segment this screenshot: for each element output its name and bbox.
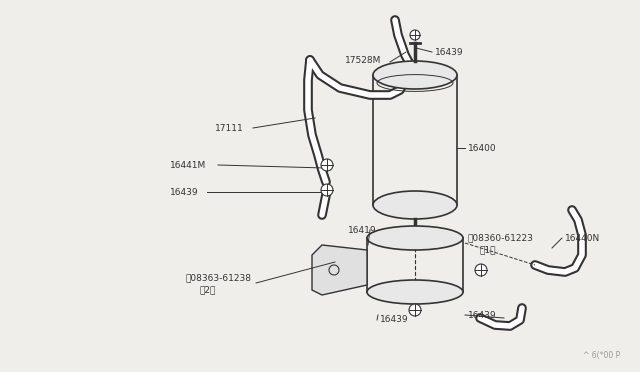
Text: 16419: 16419 (348, 225, 376, 234)
Ellipse shape (367, 280, 463, 304)
Circle shape (410, 30, 420, 40)
Text: 16439: 16439 (380, 315, 408, 324)
Text: 16441M: 16441M (170, 160, 206, 170)
Text: （1）: （1） (480, 246, 497, 254)
Circle shape (409, 304, 421, 316)
Ellipse shape (373, 191, 457, 219)
Circle shape (475, 264, 487, 276)
Text: （2）: （2） (200, 285, 216, 295)
Polygon shape (312, 245, 367, 295)
Ellipse shape (373, 61, 457, 89)
Text: 17111: 17111 (215, 124, 244, 132)
Text: 16400: 16400 (468, 144, 497, 153)
Text: Ⓜ08363-61238: Ⓜ08363-61238 (185, 273, 251, 282)
Text: 16439: 16439 (170, 187, 198, 196)
Text: ^ 6(*00 P: ^ 6(*00 P (583, 351, 620, 360)
Text: 16440N: 16440N (565, 234, 600, 243)
Circle shape (321, 159, 333, 171)
Text: 16439: 16439 (468, 311, 497, 320)
Circle shape (321, 184, 333, 196)
Text: 17528M: 17528M (345, 55, 381, 64)
Text: 16439: 16439 (435, 48, 463, 57)
Ellipse shape (367, 226, 463, 250)
Text: Ⓜ08360-61223: Ⓜ08360-61223 (468, 234, 534, 243)
